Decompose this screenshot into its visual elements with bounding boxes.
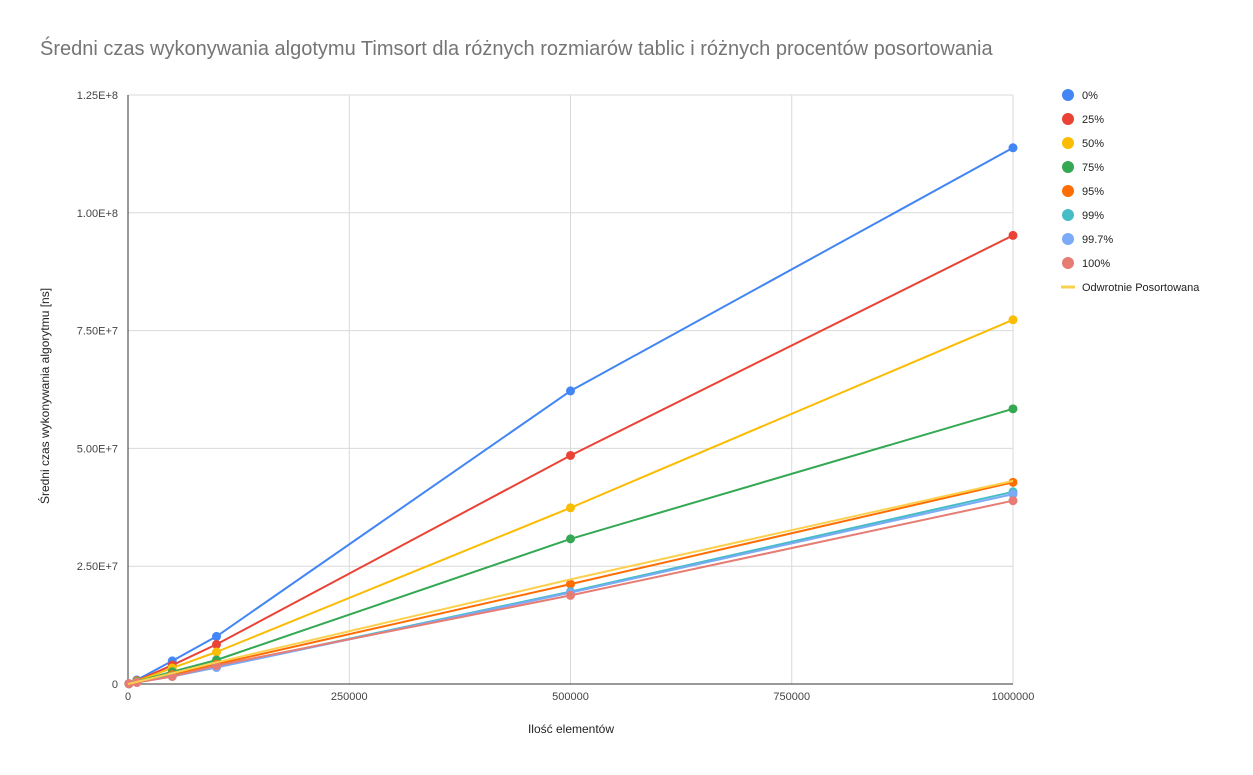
legend-label: 99% bbox=[1082, 210, 1104, 222]
legend-item: 95% bbox=[1062, 185, 1104, 198]
y-tick-label: 1.00E+8 bbox=[77, 208, 118, 220]
legend-item: Odwrotnie Posortowana bbox=[1061, 282, 1200, 294]
legend: 0% 25% 50% 75% 95% 99% 99.7% 100% Odwrotnie Poso… bbox=[1061, 89, 1200, 294]
x-tick-label: 500000 bbox=[552, 691, 589, 703]
data-point bbox=[1008, 489, 1018, 499]
legend-marker bbox=[1062, 185, 1074, 197]
legend-label: 0% bbox=[1082, 90, 1098, 102]
legend-label: 50% bbox=[1082, 138, 1104, 150]
legend-item: 25% bbox=[1062, 113, 1104, 126]
legend-marker bbox=[1062, 137, 1074, 149]
legend-label: 100% bbox=[1082, 258, 1110, 270]
data-point bbox=[1008, 230, 1018, 240]
data-point bbox=[1008, 477, 1018, 487]
legend-marker bbox=[1062, 233, 1074, 245]
data-point bbox=[1008, 496, 1018, 506]
x-tick-label: 0 bbox=[125, 691, 131, 703]
legend-marker bbox=[1062, 113, 1074, 125]
data-point bbox=[566, 579, 575, 589]
legend-marker bbox=[1062, 209, 1074, 221]
data-point bbox=[212, 647, 221, 657]
legend-marker bbox=[1062, 257, 1074, 269]
x-axis-title: Ilość elementów bbox=[528, 722, 614, 736]
legend-item: 99% bbox=[1062, 209, 1104, 222]
y-tick-label: 2.50E+7 bbox=[77, 561, 118, 573]
legend-item: 99.7% bbox=[1062, 233, 1113, 246]
x-tick-label: 750000 bbox=[773, 691, 810, 703]
legend-label: 95% bbox=[1082, 186, 1104, 198]
data-point bbox=[566, 386, 575, 396]
series-line bbox=[127, 479, 1014, 685]
legend-label: 99.7% bbox=[1082, 234, 1113, 246]
y-tick-label: 0 bbox=[112, 679, 118, 691]
data-point bbox=[1008, 404, 1018, 414]
data-point bbox=[566, 590, 575, 600]
data-point bbox=[566, 503, 575, 513]
x-tick-label: 250000 bbox=[331, 691, 368, 703]
legend-item: 100% bbox=[1062, 257, 1110, 270]
axes: 0 2.50E+7 5.00E+7 7.50E+7 1.00E+8 1.25E+8 0 250… bbox=[77, 90, 1035, 703]
series-lines bbox=[124, 143, 1018, 689]
y-tick-label: 5.00E+7 bbox=[77, 443, 118, 455]
y-tick-label: 7.50E+7 bbox=[77, 326, 118, 338]
x-tick-label: 1000000 bbox=[992, 691, 1035, 703]
legend-label: 75% bbox=[1082, 162, 1104, 174]
legend-item: 0% bbox=[1062, 89, 1098, 102]
data-point bbox=[566, 534, 575, 544]
data-point bbox=[566, 450, 575, 460]
legend-label: Odwrotnie Posortowana bbox=[1082, 282, 1200, 294]
data-point bbox=[1008, 315, 1018, 325]
legend-marker bbox=[1062, 161, 1074, 173]
legend-item: 50% bbox=[1062, 137, 1104, 150]
legend-marker bbox=[1062, 89, 1074, 101]
y-tick-label: 1.25E+8 bbox=[77, 90, 118, 102]
data-point bbox=[212, 631, 221, 641]
series-9 bbox=[127, 479, 1014, 685]
data-point bbox=[212, 639, 221, 649]
legend-item: 75% bbox=[1062, 161, 1104, 174]
data-point bbox=[1008, 143, 1018, 153]
y-axis-title: Średni czas wykonywania algorytmu [ns] bbox=[37, 288, 52, 504]
legend-label: 25% bbox=[1082, 114, 1104, 126]
chart-title: Średni czas wykonywania algotymu Timsort… bbox=[40, 38, 993, 60]
